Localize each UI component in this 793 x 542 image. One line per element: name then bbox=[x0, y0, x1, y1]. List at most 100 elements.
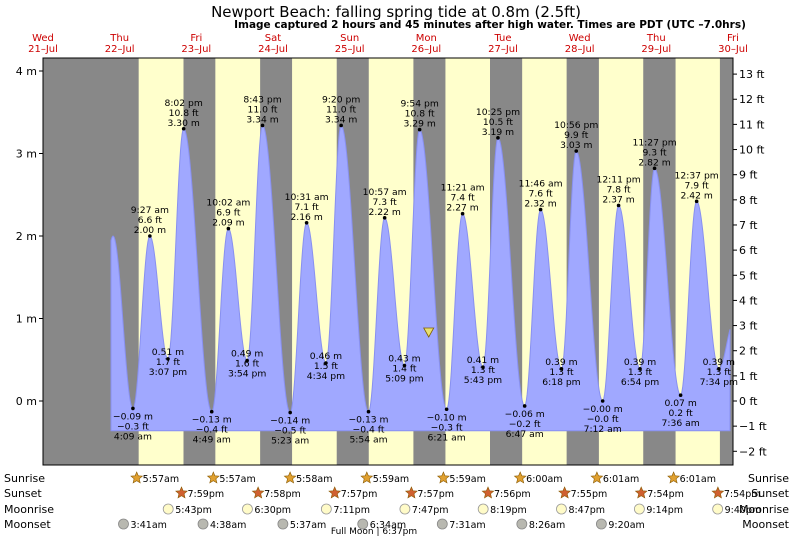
day-label-date: 28–Jul bbox=[565, 44, 595, 55]
y-left-tick-label: 2 m bbox=[16, 230, 37, 243]
moonrise-time: 7:47pm bbox=[412, 505, 449, 516]
astro-row-label-left: Moonset bbox=[4, 518, 51, 531]
tide-event-dot bbox=[181, 126, 186, 131]
tide-event-dot bbox=[288, 410, 292, 415]
sunset-time: 7:56pm bbox=[494, 489, 531, 500]
tide-event-label: 4:09 am bbox=[114, 431, 152, 442]
tide-event-label: 7.9 ft bbox=[685, 180, 710, 191]
moonset-time: 5:37am bbox=[290, 520, 326, 531]
tide-event-label: 3.19 m bbox=[482, 127, 514, 138]
tide-area bbox=[110, 124, 731, 432]
sun-star-icon bbox=[481, 486, 495, 499]
tide-event-label: −0.3 ft bbox=[431, 422, 463, 433]
tide-event-label: 6.9 ft bbox=[216, 208, 241, 219]
tide-event-label: −0.0 ft bbox=[587, 414, 619, 425]
tide-event-dot bbox=[339, 123, 343, 128]
tide-event-dot bbox=[496, 136, 500, 140]
y-right-tick-label: 2 ft bbox=[739, 345, 758, 358]
day-label-dow: Thu bbox=[646, 33, 666, 44]
day-labels: Wed21–JulThu22–JulFri23–JulSat24–JulSun2… bbox=[28, 33, 748, 55]
day-label-dow: Thu bbox=[109, 33, 129, 44]
y-right-tick-label: −1 ft bbox=[739, 420, 767, 433]
tide-event-dot bbox=[245, 358, 249, 363]
tide-event-dot bbox=[481, 365, 485, 369]
day-label-dow: Fri bbox=[190, 33, 202, 44]
sunset-time: 7:54pm bbox=[647, 489, 684, 500]
tide-event-label: 12:37 pm bbox=[675, 170, 719, 181]
tide-event-label: 3.03 m bbox=[560, 140, 592, 151]
sunrise-time: 5:59am bbox=[373, 474, 409, 485]
tide-event-label: 6:47 am bbox=[506, 429, 544, 440]
y-left-tick-label: 1 m bbox=[16, 313, 37, 326]
tide-event-label: 3:54 pm bbox=[228, 369, 266, 380]
y-right-tick-label: 4 ft bbox=[739, 294, 758, 307]
y-right-tick-label: 10 ft bbox=[739, 144, 765, 157]
tide-curve bbox=[110, 124, 731, 432]
tide-event-label: 12:11 pm bbox=[596, 174, 640, 185]
tide-event-label: 2.37 m bbox=[602, 194, 634, 205]
y-left-tick-label: 0 m bbox=[16, 395, 37, 408]
tide-event-label: 7:36 am bbox=[662, 418, 700, 429]
sunrise-time: 5:59am bbox=[449, 474, 485, 485]
plot-frame bbox=[42, 57, 734, 466]
tide-event-label: 2.16 m bbox=[290, 212, 322, 223]
full-moon-label: Full Moon | 6:37pm bbox=[331, 527, 417, 537]
sun-star-icon bbox=[634, 486, 648, 499]
tide-event-label: 11:46 am bbox=[519, 179, 563, 190]
sun-star-icon bbox=[130, 471, 144, 484]
axes: 0 m 1 m 2 m 3 m 4 m −2 ft −1 ft 0 ft 1 ft 2 ft 3 f… bbox=[16, 57, 767, 466]
tide-event-label: 5:09 pm bbox=[385, 374, 423, 385]
astro-row-label-right: Sunset bbox=[751, 487, 789, 500]
moon-icon bbox=[118, 518, 129, 530]
tide-event-dot bbox=[148, 234, 152, 238]
astro-row-label-left: Sunrise bbox=[4, 472, 45, 485]
sun-star-icon bbox=[251, 486, 265, 499]
y-right-tick-label: 7 ft bbox=[739, 219, 758, 232]
tide-event-label: 2.32 m bbox=[524, 199, 556, 210]
tide-event-label: 10:31 am bbox=[285, 192, 329, 203]
sun-star-icon bbox=[513, 471, 527, 484]
moon-icon bbox=[399, 503, 411, 515]
day-label-date: 29–Jul bbox=[641, 44, 671, 55]
day-label-date: 26–Jul bbox=[411, 44, 441, 55]
moonrise-time: 5:43pm bbox=[175, 505, 212, 516]
tide-event-label: 5:23 am bbox=[271, 436, 309, 447]
tide-event-label: −0.13 m bbox=[348, 415, 388, 426]
astro-row-label-left: Moonrise bbox=[4, 503, 54, 516]
tide-event-label: 8:02 pm bbox=[164, 98, 202, 109]
tide-event-label: −0.2 ft bbox=[509, 419, 541, 430]
moon-icon bbox=[516, 518, 528, 530]
y-right-tick-label: 3 ft bbox=[739, 320, 758, 333]
tide-event-label: 2.22 m bbox=[368, 207, 400, 218]
tide-event-label: 10:25 pm bbox=[476, 107, 520, 118]
sun-star-icon bbox=[590, 471, 604, 484]
tide-event-dot bbox=[260, 123, 265, 128]
tide-event-label: 1.6 ft bbox=[235, 359, 260, 370]
tide-event-label: 6:18 pm bbox=[542, 377, 580, 388]
tide-event-dot bbox=[638, 367, 642, 371]
y-right-tick-label: 11 ft bbox=[739, 118, 765, 131]
tide-event-dot bbox=[522, 404, 527, 408]
tide-event-label: 5:54 am bbox=[349, 435, 387, 446]
astro-row-label-left: Sunset bbox=[4, 487, 42, 500]
moon-icon bbox=[357, 518, 369, 530]
sun-star-icon bbox=[667, 471, 681, 484]
day-label-date: 22–Jul bbox=[105, 44, 135, 55]
moon-icon bbox=[595, 518, 607, 530]
moon-icon bbox=[712, 503, 724, 515]
sunset-time: 7:59pm bbox=[187, 489, 224, 500]
y-right-tick-label: 12 ft bbox=[739, 93, 765, 106]
tide-event-label: 7.3 ft bbox=[373, 197, 398, 208]
moonset-time: 9:20am bbox=[608, 520, 644, 531]
day-label-dow: Tue bbox=[493, 33, 511, 44]
day-label-dow: Fri bbox=[727, 33, 739, 44]
day-label-date: 23–Jul bbox=[181, 44, 211, 55]
tide-event-label: 2.82 m bbox=[638, 157, 670, 168]
tide-event-label: 11.0 ft bbox=[326, 104, 356, 115]
tide-event-label: 3.30 m bbox=[167, 118, 199, 129]
moonrise-time: 9:40pm bbox=[725, 505, 762, 516]
tide-event-label: 0.41 m bbox=[467, 355, 499, 366]
tide-event-dot bbox=[444, 407, 449, 412]
tide-event-label: 1.3 ft bbox=[628, 367, 653, 378]
tide-event-label: 10.8 ft bbox=[169, 108, 199, 119]
